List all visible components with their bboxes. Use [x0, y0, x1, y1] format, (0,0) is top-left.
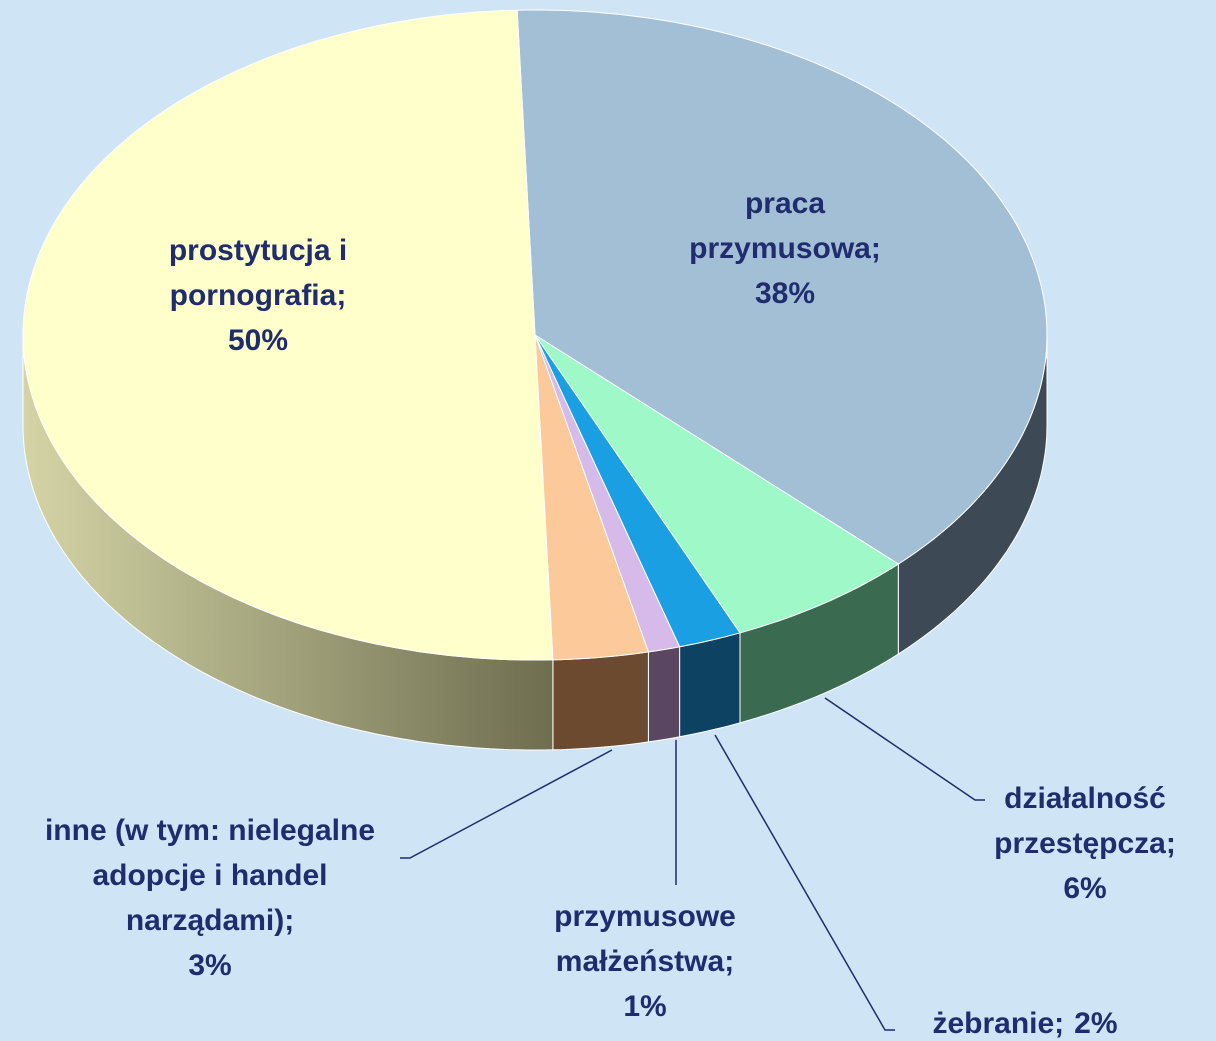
data-label: przymusowe małżeństwa; 1% — [554, 900, 736, 1023]
pie-slice-side — [679, 632, 741, 738]
leader-line — [824, 697, 985, 801]
category-label: praca przymusowa; — [689, 187, 881, 265]
category-label: przymusowe małżeństwa; — [554, 900, 736, 978]
pie-slice — [516, 9, 1048, 565]
category-label: prostytucja i pornografia; — [169, 234, 347, 312]
value-label: 6% — [1063, 872, 1106, 905]
pie-slice — [534, 334, 650, 661]
data-label: prostytucja i pornografia; 50% — [169, 234, 347, 357]
leader-line — [714, 734, 895, 1031]
value-label: 2% — [1074, 1007, 1117, 1040]
pie-slice-side — [647, 646, 681, 743]
pie-slice — [534, 334, 900, 634]
category-label: inne (w tym: nielegalne adopcje i handel n… — [45, 814, 375, 937]
data-label: żebranie; 2% — [932, 1007, 1117, 1040]
pie-slice-side — [552, 651, 649, 751]
data-label: praca przymusowa; 38% — [689, 187, 881, 310]
value-label: 1% — [623, 990, 666, 1023]
category-label: żebranie; — [932, 1007, 1064, 1040]
value-label: 3% — [188, 949, 231, 982]
data-label: działalność przestępcza; 6% — [994, 782, 1176, 905]
pie-slice — [534, 334, 741, 648]
category-label: działalność przestępcza; — [994, 782, 1176, 860]
leader-line — [400, 749, 613, 859]
value-label: 38% — [755, 277, 815, 310]
pie-slice — [22, 9, 554, 661]
data-label: inne (w tym: nielegalne adopcje i handel n… — [45, 814, 375, 982]
value-label: 50% — [228, 324, 288, 357]
